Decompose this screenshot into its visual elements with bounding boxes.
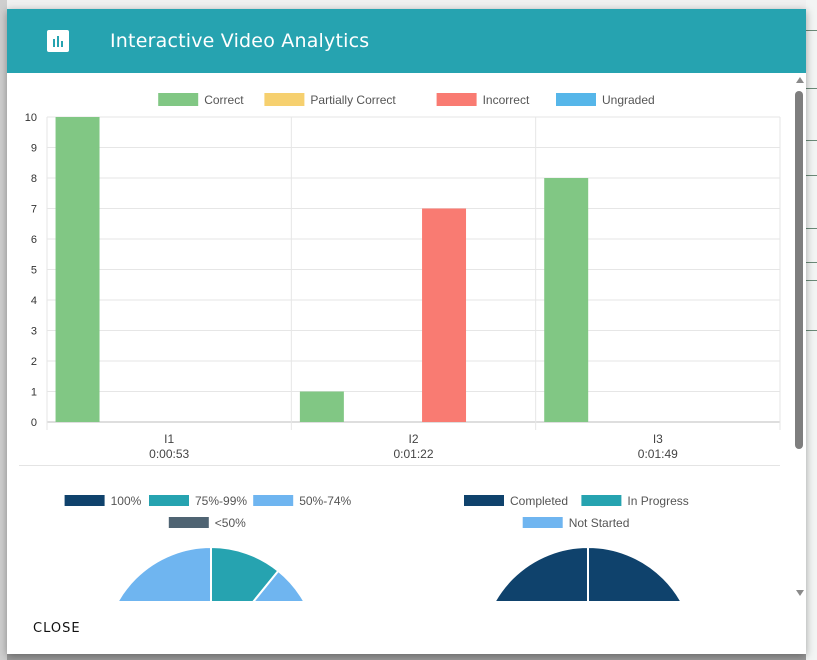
pie-legend-item-50-74: 50%-74% [253, 494, 352, 508]
bar-chart: Correct Partially Correct Incorrect Ungrade… [25, 93, 781, 461]
x-tick-label: I3 [653, 432, 663, 446]
x-tick-sublabel: 0:01:22 [393, 447, 433, 461]
pie-legend-item-100: 100% [64, 494, 142, 508]
pie-legend-item-50: <50% [168, 516, 246, 530]
pie-slice-completed [493, 545, 589, 601]
scroll-up-arrow-icon[interactable] [796, 77, 804, 83]
x-tick-sublabel: 0:00:53 [149, 447, 189, 461]
pie-legend-swatch-100 [64, 495, 105, 506]
y-tick-label: 0 [31, 417, 37, 429]
pie-legend-swatch-in-progress [581, 495, 622, 506]
legend-swatch-incorrect [436, 93, 477, 106]
bar-i2-incorrect [422, 208, 467, 422]
pie-legend-label-completed: Completed [510, 494, 568, 508]
dialog-header: Interactive Video Analytics [7, 9, 806, 73]
legend-item-incorrect: Incorrect [436, 93, 530, 107]
bar-i2-correct [299, 391, 344, 422]
y-tick-label: 7 [31, 204, 37, 216]
x-tick-label: I1 [164, 432, 174, 446]
legend-item-partially-correct: Partially Correct [264, 93, 396, 107]
bar-chart-icon [47, 30, 69, 52]
pie-legend-swatch-50 [168, 517, 209, 528]
background-page-right [806, 0, 817, 660]
bar-i1-correct [55, 117, 100, 422]
y-tick-label: 5 [31, 265, 37, 277]
pie-legend-item-in-progress: In Progress [581, 494, 689, 508]
pie-charts: 100% 75%-99% 50%-74% <50% Completed In Progre… [64, 494, 689, 601]
y-tick-label: 6 [31, 234, 37, 246]
y-tick-label: 9 [31, 143, 37, 155]
pie-legend-swatch-completed [464, 495, 504, 506]
dialog-title: Interactive Video Analytics [110, 30, 370, 52]
bar-i3-correct [544, 178, 589, 422]
legend-label-ungraded: Ungraded [602, 93, 655, 107]
legend-swatch-correct [158, 93, 199, 106]
legend-label-partially-correct: Partially Correct [310, 93, 396, 107]
pie-slice-completed [587, 545, 683, 601]
legend-swatch-partially-correct [264, 93, 305, 106]
pie-legend-item-not-started: Not Started [522, 516, 630, 530]
pie-legend-swatch-75-99 [149, 495, 189, 506]
pie-legend-label-50-74: 50%-74% [299, 494, 351, 508]
section-divider [19, 465, 780, 466]
pie-legend-swatch-not-started [522, 517, 563, 528]
pie-legend-label-50: <50% [215, 516, 246, 530]
dialog-scrollbar[interactable] [793, 73, 806, 601]
close-button[interactable]: CLOSE [33, 621, 81, 636]
background-page-top [0, 0, 817, 9]
y-tick-label: 3 [31, 326, 37, 338]
pie-slice-75-99 [210, 545, 280, 601]
pie-legend-item-completed: Completed [464, 494, 568, 508]
y-tick-label: 8 [31, 173, 37, 185]
pie-legend-swatch-50-74 [253, 495, 294, 506]
pie-slice-50-74 [116, 545, 212, 601]
pie-legend-label-not-started: Not Started [569, 516, 630, 530]
dialog-footer: CLOSE [7, 601, 806, 654]
legend-label-incorrect: Incorrect [483, 93, 530, 107]
pie-legend-label-100: 100% [111, 494, 142, 508]
analytics-dialog: Interactive Video Analytics Correct Parti… [7, 9, 806, 654]
scroll-thumb[interactable] [795, 91, 803, 449]
legend-item-correct: Correct [158, 93, 244, 107]
x-tick-label: I2 [408, 432, 418, 446]
y-tick-label: 4 [31, 295, 37, 307]
y-tick-label: 2 [31, 356, 37, 368]
pie-legend-label-75-99: 75%-99% [195, 494, 247, 508]
y-tick-label: 10 [25, 112, 37, 124]
scroll-down-arrow-icon[interactable] [796, 590, 804, 596]
legend-label-correct: Correct [204, 93, 244, 107]
pie-legend-item-75-99: 75%-99% [149, 494, 247, 508]
y-tick-label: 1 [31, 387, 37, 399]
x-tick-sublabel: 0:01:49 [638, 447, 678, 461]
legend-swatch-ungraded [556, 93, 596, 106]
legend-item-ungraded: Ungraded [556, 93, 655, 107]
dialog-body[interactable]: Correct Partially Correct Incorrect Ungrade… [7, 73, 793, 601]
background-page-left [0, 0, 7, 660]
pie-slice-50-74 [252, 569, 306, 601]
pie-legend-label-in-progress: In Progress [627, 494, 688, 508]
